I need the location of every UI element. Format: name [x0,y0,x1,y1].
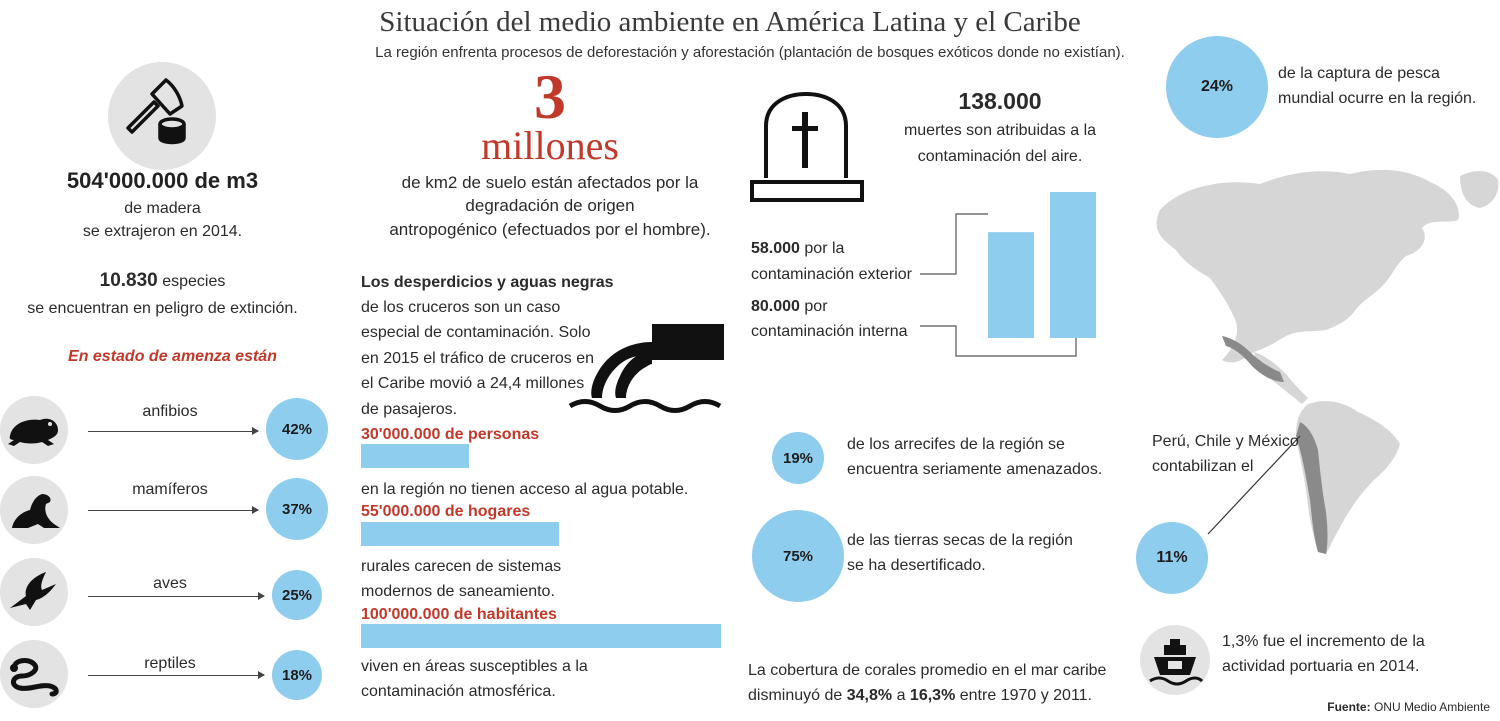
threat-percent-mamiferos: 37% [266,478,328,540]
outdoor-text2: contaminación exterior [751,266,912,283]
corals-post: entre 1970 y 2011. [959,687,1092,704]
water-stat-bar-1 [361,444,469,468]
seal-icon [12,494,60,528]
peru-chile-highlight [1296,422,1328,554]
indoor-text1: por [804,298,828,315]
water-stat-value-2: 55'000.000 de hogares [361,503,531,520]
outdoor-text1: por la [804,240,845,257]
cruise-line3: en 2015 el tráfico de cruceros en [361,350,595,367]
page-title: Situación del medio ambiente en América … [379,6,1081,38]
seal-badge [0,476,68,544]
indoor-text2: contaminación interna [751,323,908,340]
greenland-shape [1460,171,1499,208]
deaths-line1: muertes son atribuidas a la [903,122,1097,139]
threat-percent-aves: 25% [272,570,322,620]
ship-icon [1149,639,1204,686]
north-america-shape [1156,169,1459,363]
cruise-line4: el Caribe movió a 24,4 millones [361,375,585,392]
port-line2: actividad portuaria en 2014. [1222,658,1420,675]
deaths-chart-connector [920,213,1077,357]
bird-badge [0,558,68,626]
drylands-percent: 75% [752,510,844,602]
peru-line2: contabilizan el [1152,458,1254,475]
deaths-bar-outdoor [988,232,1034,338]
threat-percent-anfibios: 42% [266,398,328,460]
cruise-line5: de pasajeros. [361,401,458,418]
frog-icon [8,418,58,446]
peru-percent: 11% [1136,522,1208,594]
fishing-percent: 24% [1166,36,1268,138]
threat-percent-reptiles: 18% [272,650,322,700]
soil-unit: millones [481,123,619,168]
threat-label-reptiles: reptiles [144,655,196,672]
species-text1: especies [162,273,226,290]
sewage-pipe-icon [568,324,724,413]
wood-value: 504'000.000 de m3 [66,168,259,193]
reefs-line1: de los arrecifes de la región se [847,436,1065,453]
snake-icon [10,658,59,697]
axe-icon [126,78,186,145]
water-stat-text-3a: viven en áreas susceptibles a la [361,658,588,675]
americas-map [1156,169,1499,554]
water-stat-text-2b: modernos de saneamiento. [361,583,555,600]
water-stat-value-1: 30'000.000 de personas [361,426,540,443]
soil-line1: de km2 de suelo están afectados por la [401,173,699,192]
corals-from: 34,8% [846,687,893,704]
frog-badge [0,396,68,464]
threat-label-mamiferos: mamíferos [132,481,208,498]
reefs-line2: encuentra seriamente amenazados. [847,461,1103,478]
ship-badge [1140,625,1210,695]
soil-line3: antropogénico (efectuados por el hombre)… [389,220,711,239]
indoor-value: 80.000 [751,298,800,315]
fishing-line2: mundial ocurre en la región. [1278,90,1477,107]
threat-arrow-mamiferos [88,506,259,514]
tombstone-icon [750,91,864,202]
species-text2: se encuentran en peligro de extinción. [27,300,298,317]
water-stat-text-2a: rurales carecen de sistemas [361,558,562,575]
soil-big-number: 3 [534,61,566,132]
threat-label-aves: aves [153,575,187,592]
water-stat-bar-2 [361,522,559,546]
threat-heading: En estado de amenza están [68,348,277,365]
threat-arrow-anfibios [88,427,259,435]
deaths-value: 138.000 [958,88,1042,114]
water-stat-bar-3 [361,624,721,648]
outdoor-value: 58.000 [751,240,800,257]
drylands-line2: se ha desertificado. [847,557,986,574]
water-stat-value-3: 100'000.000 de habitantes [361,606,557,623]
corals-line1: La cobertura de corales promedio en el m… [748,662,1107,679]
axe-badge [108,62,216,170]
page-subtitle: La región enfrenta procesos de deforesta… [375,44,1125,61]
cruise-line1: de los cruceros son un caso [361,299,561,316]
source-label: Fuente: [1327,700,1371,714]
mexico-highlight [1222,336,1284,382]
snake-badge [0,640,68,708]
source-text: ONU Medio Ambiente [1373,700,1490,714]
species-value: 10.830 [99,270,158,291]
cruise-line2: especial de contaminación. Solo [361,324,591,341]
corals-mid: a [896,687,906,704]
corals-to: 16,3% [909,687,956,704]
water-stat-text-1: en la región no tienen acceso al agua po… [361,481,689,498]
deaths-line2: contaminación del aire. [917,148,1083,165]
drylands-line1: de las tierras secas de la región [847,532,1073,549]
reefs-percent: 19% [772,432,824,484]
port-line1: 1,3% fue el incremento de la [1222,633,1425,650]
threat-arrow-reptiles [88,671,265,679]
wood-line2: se extrajeron en 2014. [82,223,243,240]
water-stat-text-3b: contaminación atmosférica. [361,683,556,700]
corals-pre: disminuyó de [748,687,843,704]
cruise-heading: Los desperdicios y aguas negras [361,274,614,291]
fishing-line1: de la captura de pesca [1278,65,1440,82]
bird-icon [10,572,56,610]
deaths-chart [920,192,1096,357]
threat-label-anfibios: anfibios [142,403,198,420]
wood-line1: de madera [124,200,201,217]
threat-arrow-aves [88,592,265,600]
peru-line1: Perú, Chile y México [1152,433,1299,450]
peru-pointer-line [1207,435,1301,535]
deaths-bar-indoor [1050,192,1096,338]
soil-line2: degradación de origen [465,196,635,215]
